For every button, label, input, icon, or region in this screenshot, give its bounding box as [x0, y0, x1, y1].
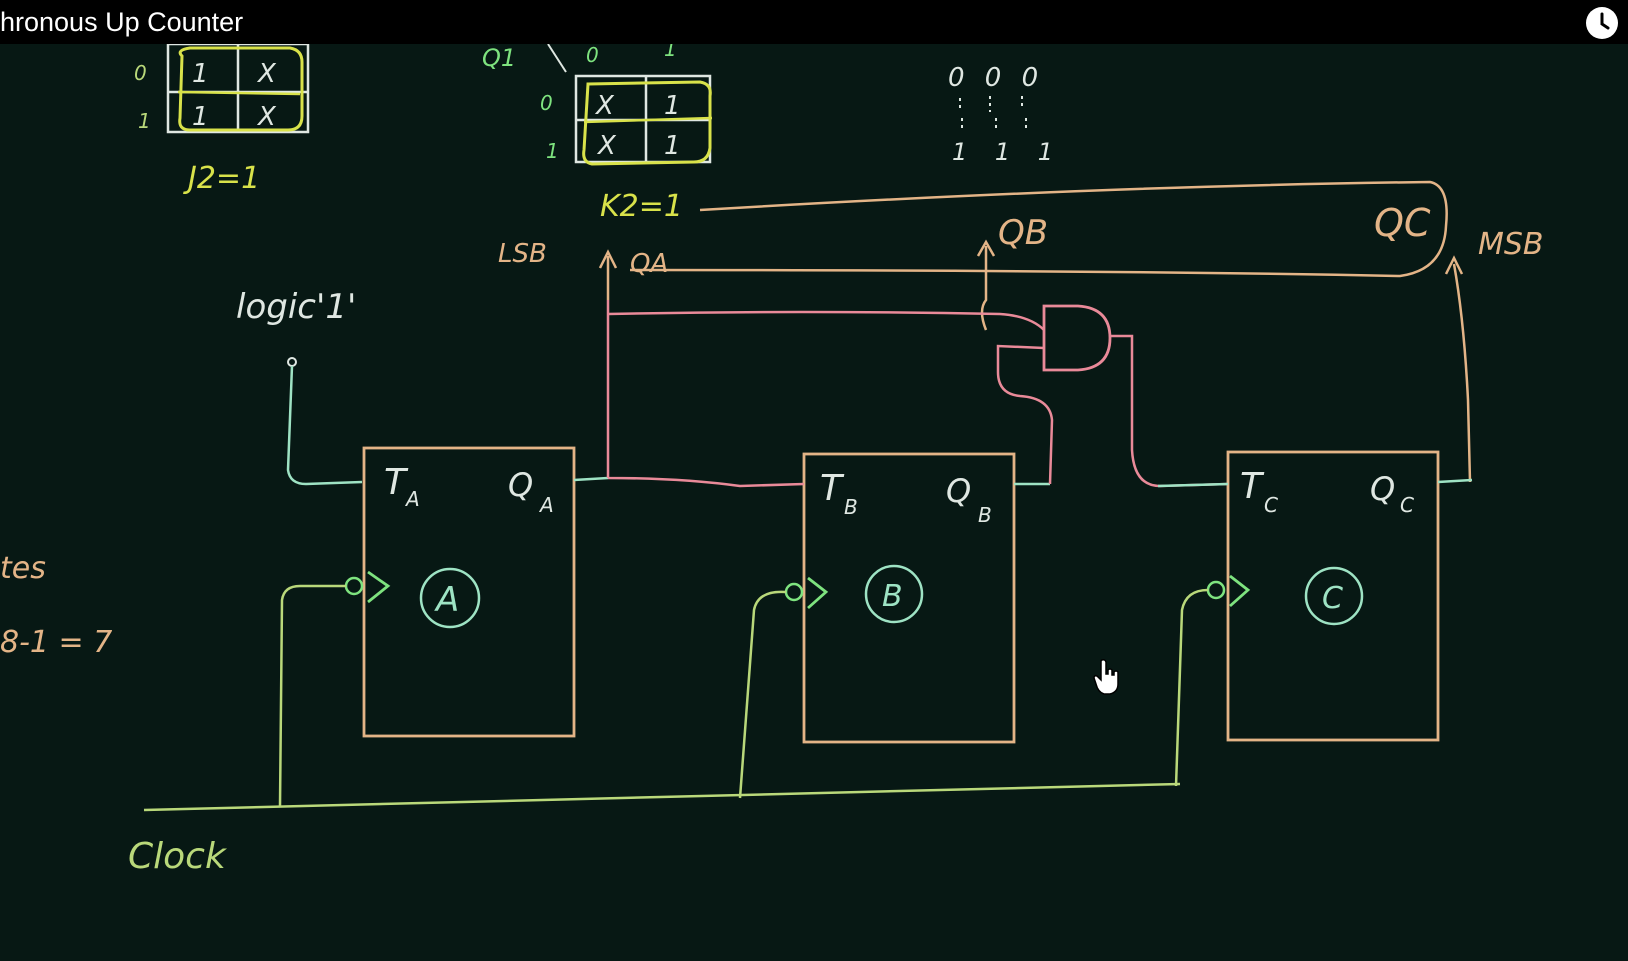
video-title-bar: hronous Up Counter [0, 0, 1628, 44]
flip-flop-c: T C Q C C [1206, 450, 1440, 742]
ff-a-id: A [434, 580, 459, 620]
kmap-k-row-1-label: 1 [546, 139, 559, 163]
kmap-j-cell-10: 1 [192, 102, 209, 132]
output-labels: LSB MSB QA QB QC [498, 180, 1544, 483]
logic-one-label: logic'1' [236, 287, 356, 327]
kmap-j-cell-00: 1 [192, 59, 209, 89]
qc-output-label: QC [1374, 201, 1431, 245]
kmap-k-col-0-label: 0 [586, 43, 599, 67]
ff-c-t-sub: C [1264, 493, 1278, 517]
left-note-1: tes [0, 551, 46, 586]
ff-b-t-sub: B [844, 495, 858, 519]
kmap-k-cell-10: X [596, 131, 617, 161]
left-note-2: 8-1 = 7 [0, 625, 112, 660]
state-bottom-digits: 1 1 1 [952, 138, 1063, 166]
kmap-j-result: J2=1 [183, 161, 260, 196]
logic-one-input: logic'1' [236, 287, 363, 486]
ff-b-q-label: Q [946, 472, 971, 510]
qb-output-label: QB [998, 213, 1048, 253]
flip-flop-b: T B Q B B [784, 452, 1016, 744]
kmap-k-var-label: Q1 [482, 44, 516, 72]
kmap-k: Q1 0 1 0 1 X 1 X 1 K2=1 [482, 37, 713, 224]
ff-c-t-label: T [1240, 466, 1265, 507]
flip-flop-a: T A Q A A [344, 446, 576, 738]
kmap-j-row-1-label: 1 [138, 109, 151, 133]
video-title[interactable]: hronous Up Counter [0, 7, 244, 37]
state-sequence: 0 0 0 1 1 1 [948, 63, 1063, 166]
wiring [573, 300, 1473, 488]
ff-a-t-sub: A [404, 487, 420, 511]
msb-label: MSB [1478, 227, 1544, 262]
kmap-j-cell-11: X [256, 102, 277, 132]
kmap-j-cell-01: X [256, 59, 277, 89]
kmap-j-row-0-label: 0 [134, 61, 147, 85]
kmap-k-cell-11: 1 [664, 131, 681, 161]
lsb-label: LSB [498, 239, 547, 269]
kmap-k-row-0-label: 0 [540, 91, 553, 115]
kmap-j: 0 1 1 X 1 X J2=1 [134, 42, 310, 196]
clock-label: Clock [128, 836, 228, 877]
ff-c-q-sub: C [1400, 493, 1414, 517]
ff-a-q-sub: A [538, 493, 554, 517]
ff-b-id: B [882, 579, 903, 614]
hand-pointer-icon [1093, 659, 1119, 695]
clock-line: Clock [128, 584, 1209, 877]
ff-b-q-sub: B [978, 503, 992, 527]
kmap-k-cell-00: X [594, 91, 615, 121]
qa-output-label: QA [630, 249, 668, 279]
kmap-k-cell-01: 1 [664, 91, 681, 121]
ff-c-q-label: Q [1370, 470, 1395, 508]
state-top-digits: 0 0 0 [948, 63, 1044, 93]
ff-c-id: C [1322, 581, 1343, 616]
ff-b-t-label: T [820, 468, 845, 509]
kmap-k-result: K2=1 [600, 189, 683, 224]
ff-a-q-label: Q [508, 466, 533, 504]
clock-icon[interactable] [1586, 7, 1618, 39]
ff-a-t-label: T [384, 462, 409, 503]
